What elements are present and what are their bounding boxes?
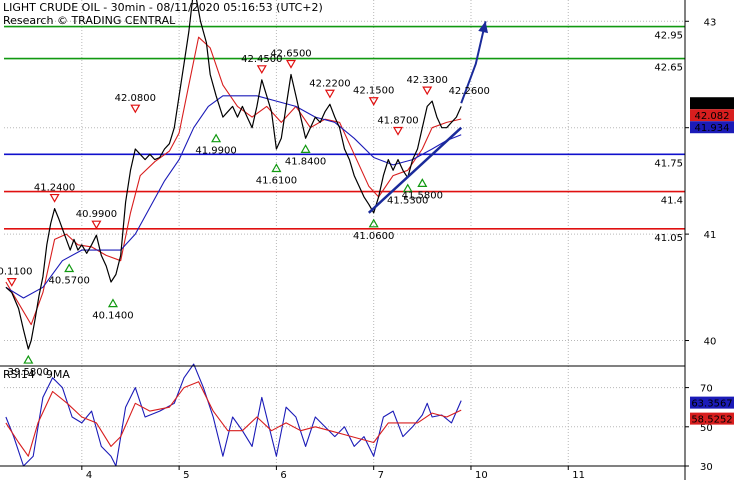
forecast-arrowhead — [478, 21, 488, 34]
high-label: 40.9900 — [76, 209, 117, 220]
high-marker-icon — [392, 126, 404, 136]
high-marker-icon — [368, 97, 379, 106]
y-tick-label: 40 — [704, 337, 717, 348]
low-marker-icon — [417, 178, 428, 187]
price-tag-box — [690, 109, 734, 122]
rsi-tag-label: 58.5252 — [691, 415, 732, 426]
low-label: 41.5800 — [402, 190, 443, 201]
series-rsi_ma — [5, 381, 462, 457]
level-label: 42.65 — [654, 63, 683, 74]
level-label: 41.05 — [654, 233, 683, 244]
price-tag-box — [690, 97, 734, 110]
low-marker-icon — [23, 354, 34, 364]
high-marker-icon — [6, 278, 17, 287]
swing-markers: 39.5800 40.1100 41.2400 40.5700 40.9900 40.14… — [0, 48, 490, 378]
price-tag-label: 41.934 — [695, 123, 730, 134]
x-tick-label: 6 — [280, 470, 286, 480]
high-label: 42.3300 — [407, 75, 448, 86]
low-label: 41.6100 — [256, 175, 297, 186]
chart-subtitle: Research © TRADING CENTRAL — [3, 14, 176, 27]
high-marker-icon — [130, 104, 141, 114]
rsi-tag-box — [690, 396, 734, 409]
high-label: 40.1100 — [0, 267, 32, 278]
high-marker-icon — [324, 89, 335, 99]
high-marker-icon — [91, 220, 102, 230]
high-label: 41.2400 — [34, 183, 75, 194]
low-label: 40.5700 — [49, 276, 90, 287]
price-tag-box — [690, 121, 734, 134]
level-label: 41.75 — [654, 158, 683, 169]
forecast-arrow — [460, 21, 487, 104]
low-marker-icon — [107, 298, 118, 308]
rsi-tag-box — [690, 412, 734, 425]
low-label: 41.0600 — [353, 231, 394, 242]
rsi-y-tick-label: 30 — [700, 462, 713, 473]
series-lines — [5, 0, 488, 467]
grid-lines — [4, 0, 685, 467]
chart-title: LIGHT CRUDE OIL - 30min - 08/11/2020 05:… — [3, 1, 323, 14]
y-tick-label: 41 — [704, 230, 717, 241]
price-tag-label: 42.082 — [695, 111, 730, 122]
series-rsi — [5, 363, 462, 467]
rsi-tag-label: 63.3567 — [691, 399, 732, 410]
rsi-y-tick-label: 50 — [700, 423, 713, 434]
high-label: 42.0800 — [115, 93, 156, 104]
low-marker-icon — [300, 144, 311, 153]
series-price — [5, 0, 462, 350]
x-tick-label: 10 — [475, 470, 488, 480]
level-label: 41.4 — [661, 196, 683, 207]
high-label: 41.8700 — [377, 116, 418, 127]
level-label: 42.95 — [654, 31, 683, 42]
low-label: 41.8400 — [285, 156, 326, 167]
price-label: 42.2600 — [449, 86, 490, 97]
x-tick-label: 5 — [183, 470, 189, 480]
low-marker-icon — [64, 263, 75, 273]
high-marker-icon — [49, 193, 60, 203]
low-marker-icon — [368, 218, 379, 228]
high-label: 42.1500 — [353, 86, 394, 97]
high-marker-icon — [285, 59, 297, 69]
high-marker-icon — [256, 65, 267, 75]
high-label: 42.6500 — [270, 48, 311, 59]
high-marker-icon — [422, 86, 433, 96]
x-tick-label: 7 — [378, 470, 384, 480]
y-tick-label: 43 — [704, 17, 717, 28]
high-label: 42.4500 — [241, 54, 282, 65]
low-marker-icon — [211, 133, 222, 143]
rsi-title: RSI14 - 9MA — [3, 368, 70, 381]
rsi-y-tick-label: 70 — [700, 384, 713, 395]
series-ma_red — [5, 36, 462, 326]
low-label: 41.5300 — [387, 196, 428, 207]
low-marker-icon — [402, 183, 413, 193]
x-tick-label: 11 — [572, 470, 585, 480]
low-label: 41.9900 — [195, 146, 236, 157]
x-tick-label: 4 — [86, 470, 92, 480]
low-label: 40.1400 — [92, 311, 133, 322]
low-marker-icon — [271, 163, 282, 173]
support-resistance-levels: 42.95 42.65 41.75 41.4 41.05 — [4, 25, 685, 244]
trendline — [367, 126, 463, 214]
price-tag-label: 42.23 — [698, 99, 727, 110]
low-label: 39.5800 — [8, 367, 49, 378]
high-label: 42.2200 — [309, 78, 350, 89]
